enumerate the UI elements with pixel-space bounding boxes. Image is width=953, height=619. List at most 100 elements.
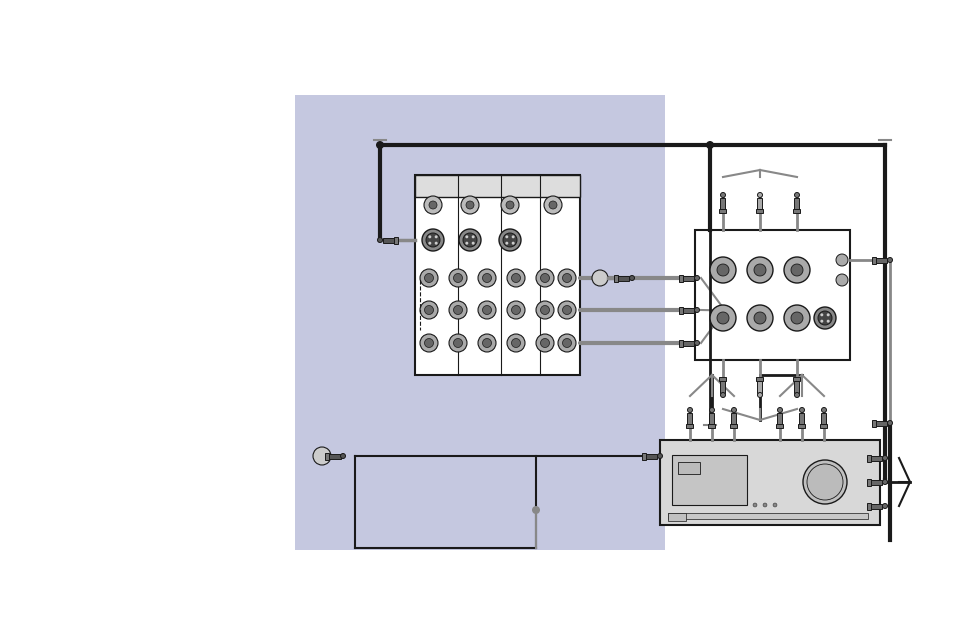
Circle shape bbox=[820, 313, 822, 316]
Bar bbox=[695, 230, 849, 360]
Circle shape bbox=[502, 233, 517, 247]
Bar bbox=[794, 197, 799, 209]
Circle shape bbox=[835, 254, 847, 266]
Circle shape bbox=[506, 269, 524, 287]
Circle shape bbox=[777, 407, 781, 412]
Circle shape bbox=[562, 274, 571, 282]
Circle shape bbox=[506, 301, 524, 319]
Circle shape bbox=[709, 305, 735, 331]
Circle shape bbox=[752, 503, 757, 507]
Bar bbox=[614, 274, 618, 282]
Bar bbox=[686, 424, 693, 428]
Circle shape bbox=[449, 334, 467, 352]
Bar bbox=[682, 308, 694, 313]
Circle shape bbox=[543, 196, 561, 214]
Bar bbox=[821, 412, 825, 424]
Bar bbox=[679, 274, 682, 282]
Bar bbox=[719, 209, 726, 213]
Bar bbox=[870, 480, 882, 485]
Circle shape bbox=[817, 311, 831, 325]
Circle shape bbox=[506, 334, 524, 352]
Circle shape bbox=[886, 258, 892, 262]
Bar bbox=[667, 513, 685, 521]
Circle shape bbox=[505, 241, 508, 245]
Circle shape bbox=[419, 269, 437, 287]
Circle shape bbox=[421, 229, 443, 251]
Circle shape bbox=[428, 241, 431, 245]
Circle shape bbox=[821, 407, 825, 412]
Circle shape bbox=[505, 201, 514, 209]
Bar bbox=[659, 440, 879, 525]
Circle shape bbox=[482, 274, 491, 282]
Bar bbox=[777, 412, 781, 424]
Circle shape bbox=[592, 270, 607, 286]
Circle shape bbox=[794, 392, 799, 397]
Circle shape bbox=[532, 506, 539, 514]
Bar bbox=[866, 454, 870, 462]
Circle shape bbox=[882, 503, 886, 508]
Circle shape bbox=[536, 301, 554, 319]
Circle shape bbox=[790, 312, 802, 324]
Bar bbox=[731, 412, 736, 424]
Circle shape bbox=[757, 193, 761, 197]
Bar bbox=[618, 275, 629, 280]
Bar bbox=[667, 513, 867, 519]
Bar bbox=[415, 175, 579, 375]
Circle shape bbox=[477, 301, 496, 319]
Circle shape bbox=[709, 407, 714, 412]
Circle shape bbox=[511, 339, 520, 347]
Circle shape bbox=[471, 241, 475, 245]
Circle shape bbox=[694, 308, 699, 313]
Circle shape bbox=[835, 274, 847, 286]
Bar bbox=[870, 456, 882, 461]
Circle shape bbox=[462, 233, 476, 247]
Circle shape bbox=[482, 339, 491, 347]
Bar bbox=[325, 452, 329, 459]
Circle shape bbox=[449, 269, 467, 287]
Circle shape bbox=[802, 460, 846, 504]
Circle shape bbox=[540, 306, 549, 314]
Circle shape bbox=[498, 229, 520, 251]
Circle shape bbox=[536, 334, 554, 352]
Circle shape bbox=[694, 275, 699, 280]
Circle shape bbox=[694, 340, 699, 345]
Circle shape bbox=[799, 407, 803, 412]
Bar bbox=[679, 339, 682, 347]
Circle shape bbox=[558, 334, 576, 352]
Bar bbox=[671, 455, 746, 505]
Bar bbox=[687, 412, 692, 424]
Bar bbox=[294, 95, 664, 550]
Bar bbox=[757, 381, 761, 392]
Circle shape bbox=[562, 339, 571, 347]
Bar bbox=[756, 377, 762, 381]
Circle shape bbox=[505, 235, 508, 238]
Circle shape bbox=[753, 312, 765, 324]
Bar bbox=[871, 420, 875, 426]
Circle shape bbox=[453, 306, 462, 314]
Circle shape bbox=[536, 269, 554, 287]
Circle shape bbox=[511, 306, 520, 314]
Bar bbox=[871, 256, 875, 264]
Circle shape bbox=[482, 306, 491, 314]
Circle shape bbox=[511, 235, 514, 238]
Circle shape bbox=[687, 407, 692, 412]
Circle shape bbox=[429, 201, 436, 209]
Circle shape bbox=[717, 312, 728, 324]
Bar bbox=[679, 306, 682, 313]
Circle shape bbox=[453, 339, 462, 347]
Bar bbox=[709, 412, 714, 424]
Bar bbox=[793, 377, 800, 381]
Circle shape bbox=[826, 319, 829, 322]
Circle shape bbox=[424, 306, 433, 314]
Circle shape bbox=[426, 233, 439, 247]
Bar bbox=[798, 424, 804, 428]
Bar bbox=[415, 175, 579, 197]
Circle shape bbox=[377, 238, 382, 243]
Circle shape bbox=[762, 503, 766, 507]
Circle shape bbox=[772, 503, 776, 507]
Circle shape bbox=[465, 201, 474, 209]
Circle shape bbox=[340, 454, 345, 459]
Bar bbox=[645, 454, 657, 459]
Circle shape bbox=[548, 201, 557, 209]
Circle shape bbox=[820, 319, 822, 322]
